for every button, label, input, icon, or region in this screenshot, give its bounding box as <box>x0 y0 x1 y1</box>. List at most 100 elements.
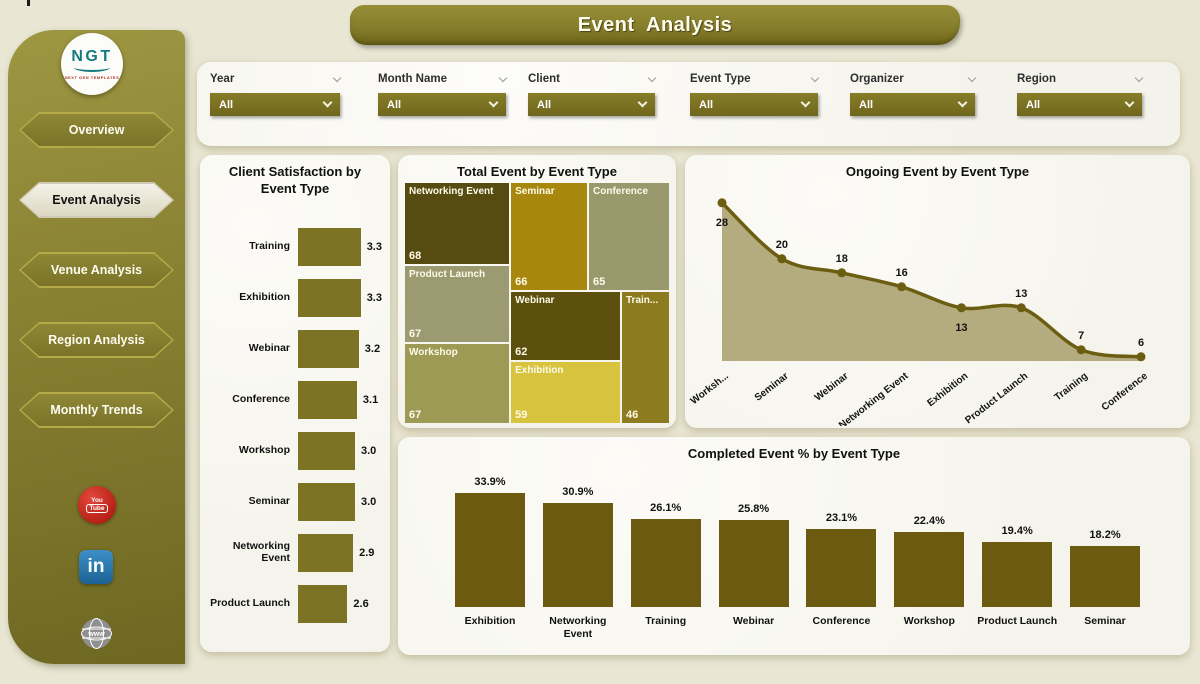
value-label: 6 <box>1138 337 1144 349</box>
value-label: 3.1 <box>362 393 379 406</box>
value-label: 13 <box>955 322 967 334</box>
chevron-down-icon <box>1124 97 1135 108</box>
data-point-conference[interactable] <box>1136 352 1146 362</box>
treemap-tile-exhibition[interactable]: Exhibition 59 <box>511 361 621 423</box>
sidebar-item-overview[interactable]: Overview <box>19 112 174 148</box>
category-label: Webinar <box>248 341 290 354</box>
logo-text: NGT <box>71 47 113 65</box>
bar-networking-event[interactable] <box>542 502 613 607</box>
bar-conference[interactable] <box>806 529 877 607</box>
filter-label: Event Type <box>690 73 751 85</box>
chart-ongoing-events: Ongoing Event by Event Type 28 Worksh... 2… <box>685 155 1190 428</box>
data-point-product-launch[interactable] <box>1016 303 1026 313</box>
tile-value: 59 <box>515 408 528 421</box>
bar[interactable] <box>298 278 361 317</box>
chevron-down-icon[interactable] <box>810 73 820 82</box>
value-label: 20 <box>776 239 788 251</box>
filter-dropdown-region[interactable]: All <box>1017 93 1142 116</box>
treemap-tile-product-launch[interactable]: Product Launch 67 <box>405 266 510 342</box>
filter-dropdown-client[interactable]: All <box>528 93 655 116</box>
bar-training[interactable] <box>630 519 701 607</box>
satisfaction-row: Seminar 3.0 <box>200 476 390 527</box>
filter-selected-value: All <box>699 98 714 111</box>
value-label: 13 <box>1015 288 1027 300</box>
page-title: Event Analysis <box>577 13 733 36</box>
value-label: 25.8% <box>737 503 770 516</box>
tile-label: Workshop <box>409 346 458 358</box>
filter-dropdown-organizer[interactable]: All <box>850 93 975 116</box>
tile-value: 46 <box>626 408 639 421</box>
cursor-artifact <box>27 0 30 6</box>
treemap-tile-train[interactable]: Train... 46 <box>622 292 669 423</box>
data-point-worksh[interactable] <box>717 198 727 208</box>
value-label: 7 <box>1078 330 1084 342</box>
x-axis-label: Training <box>1053 371 1090 404</box>
category-label: Seminar <box>248 494 290 507</box>
treemap-tile-conference[interactable]: Conference 65 <box>589 183 669 291</box>
chevron-down-icon[interactable] <box>967 73 977 82</box>
chart-title: Total Event by Event Type <box>457 164 617 179</box>
sidebar-item-label: Venue Analysis <box>50 263 143 277</box>
bar[interactable] <box>298 533 354 572</box>
bar[interactable] <box>298 329 359 368</box>
chevron-down-icon[interactable] <box>1134 73 1144 82</box>
tile-value: 67 <box>409 408 422 421</box>
ngt-logo: NGT NEXT GEN TEMPLATES <box>61 33 123 95</box>
website-globe-icon[interactable]: www <box>81 618 112 649</box>
treemap-tile-seminar[interactable]: Seminar 66 <box>511 183 588 291</box>
treemap-tile-workshop[interactable]: Workshop 67 <box>405 343 510 423</box>
chevron-down-icon[interactable] <box>332 73 342 82</box>
sidebar-item-venue-analysis[interactable]: Venue Analysis <box>19 252 174 288</box>
filter-dropdown-year[interactable]: All <box>210 93 340 116</box>
tile-label: Conference <box>593 186 649 197</box>
data-point-exhibition[interactable] <box>956 303 966 313</box>
sidebar-item-monthly-trends[interactable]: Monthly Trends <box>19 392 174 428</box>
chevron-down-icon <box>322 97 333 108</box>
category-label: Training <box>249 239 290 252</box>
bar[interactable] <box>298 482 355 521</box>
chevron-down-icon <box>488 97 499 108</box>
value-label: 26.1% <box>650 502 682 515</box>
satisfaction-row: Training 3.3 <box>200 221 390 272</box>
satisfaction-row: Product Launch 2.6 <box>200 578 390 629</box>
chevron-down-icon <box>800 97 811 108</box>
bar[interactable] <box>298 431 355 470</box>
filter-dropdown-month-name[interactable]: All <box>378 93 506 116</box>
sidebar-item-event-analysis[interactable]: Event Analysis <box>19 182 174 218</box>
linkedin-icon[interactable]: in <box>79 550 113 584</box>
data-point-networking-event[interactable] <box>897 282 907 292</box>
bar-seminar[interactable] <box>1070 545 1141 607</box>
filter-dropdown-event-type[interactable]: All <box>690 93 818 116</box>
value-label: 33.9% <box>474 475 506 488</box>
data-point-training[interactable] <box>1076 345 1086 355</box>
chevron-down-icon[interactable] <box>498 73 508 82</box>
category-label: Product Launch <box>210 596 290 609</box>
bar-product-launch[interactable] <box>982 541 1053 607</box>
data-point-webinar[interactable] <box>837 268 847 278</box>
bar-exhibition[interactable] <box>455 492 525 607</box>
sidebar-item-region-analysis[interactable]: Region Analysis <box>19 322 174 358</box>
tile-label: Exhibition <box>515 364 564 376</box>
data-point-seminar[interactable] <box>777 254 787 264</box>
bar[interactable] <box>298 227 361 266</box>
bar[interactable] <box>298 584 348 623</box>
chart-completed-events: Completed Event % by Event Type 33.9% Exh… <box>398 437 1190 655</box>
chevron-down-icon[interactable] <box>647 73 657 82</box>
category-label: Networking Event <box>232 540 290 564</box>
category-label: Product Launch <box>977 615 1058 627</box>
tile-label: Webinar <box>515 295 555 307</box>
bar[interactable] <box>298 380 357 419</box>
satisfaction-row: Networking Event 2.9 <box>200 527 390 578</box>
value-label: 3.0 <box>361 444 377 457</box>
x-axis-label: Seminar <box>753 371 791 404</box>
bar-webinar[interactable] <box>718 520 789 607</box>
bar-workshop[interactable] <box>894 531 965 607</box>
category-label: Workshop <box>238 443 290 456</box>
tile-label: Seminar <box>515 186 555 197</box>
sidebar-nav: Overview Event Analysis Venue Analysis Regi… <box>19 112 174 462</box>
filter-selected-value: All <box>387 98 402 111</box>
youtube-icon[interactable]: You Tube <box>78 486 116 524</box>
treemap-tile-networking-event[interactable]: Networking Event 68 <box>405 183 510 265</box>
treemap-tile-webinar[interactable]: Webinar 62 <box>511 292 621 360</box>
